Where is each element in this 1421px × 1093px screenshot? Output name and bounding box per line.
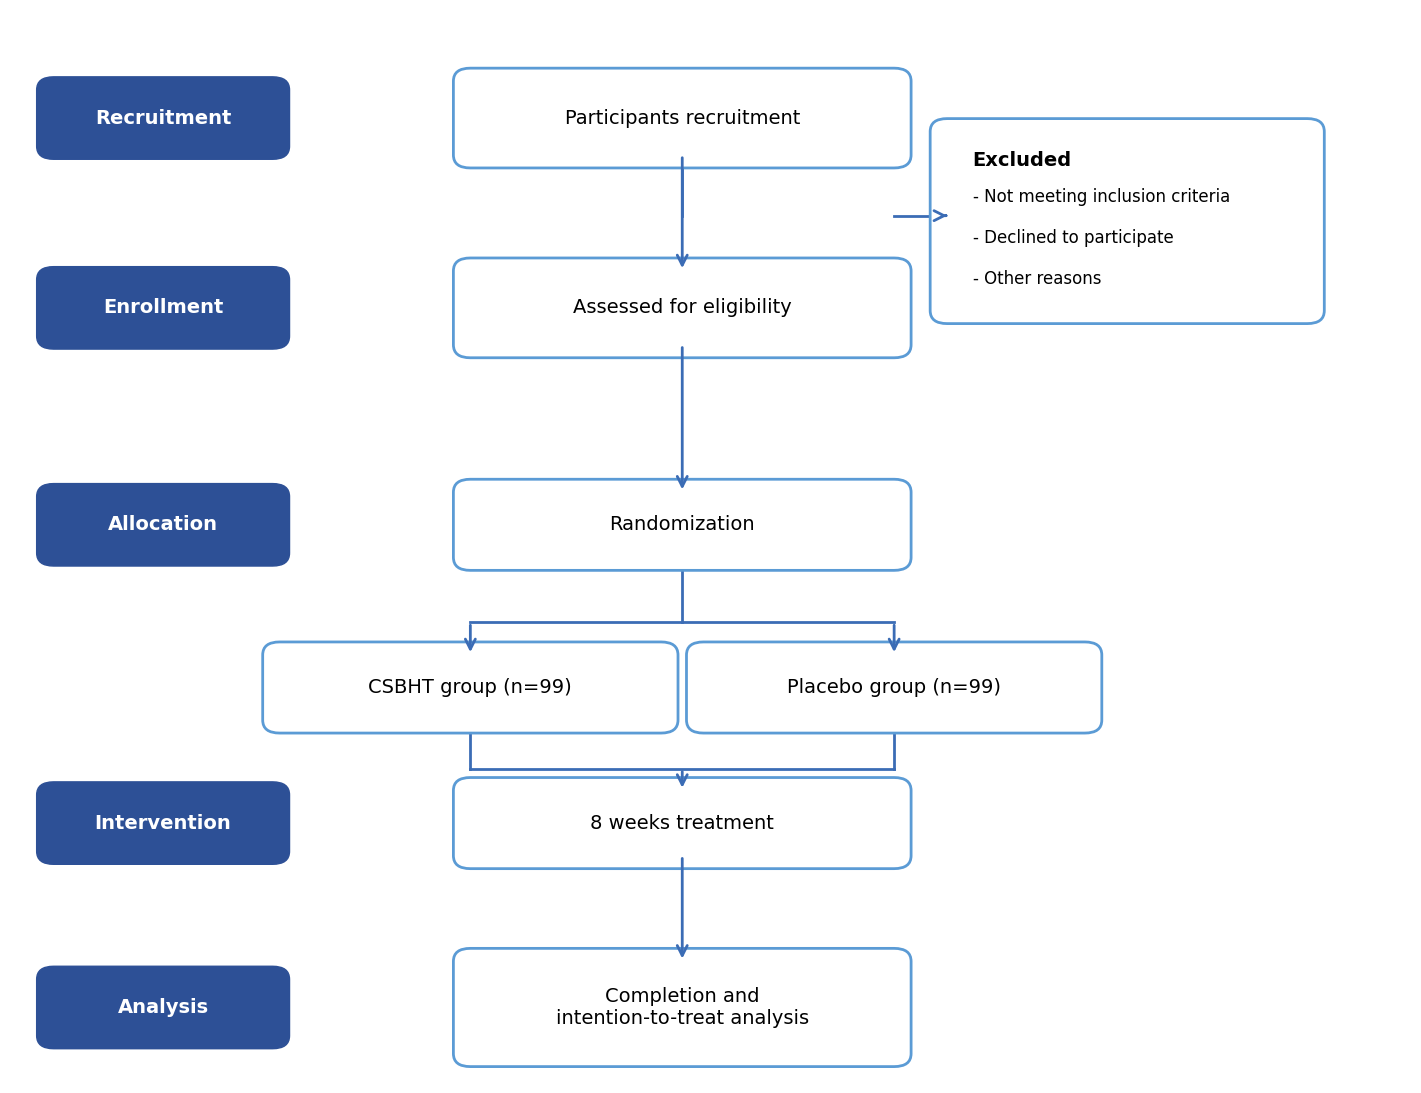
Text: - Other reasons: - Other reasons <box>972 270 1101 289</box>
Text: Randomization: Randomization <box>610 515 755 534</box>
Text: Recruitment: Recruitment <box>95 108 232 128</box>
FancyBboxPatch shape <box>453 949 911 1067</box>
FancyBboxPatch shape <box>37 966 290 1048</box>
Text: Placebo group (n=99): Placebo group (n=99) <box>787 678 1002 697</box>
FancyBboxPatch shape <box>453 479 911 571</box>
FancyBboxPatch shape <box>37 267 290 349</box>
Text: Enrollment: Enrollment <box>102 298 223 317</box>
Text: Assessed for eligibility: Assessed for eligibility <box>573 298 791 317</box>
Text: Analysis: Analysis <box>118 998 209 1016</box>
FancyBboxPatch shape <box>37 77 290 160</box>
Text: Completion and
intention-to-treat analysis: Completion and intention-to-treat analys… <box>556 987 809 1029</box>
Text: Allocation: Allocation <box>108 515 217 534</box>
Text: Excluded: Excluded <box>972 151 1071 171</box>
FancyBboxPatch shape <box>453 68 911 168</box>
FancyBboxPatch shape <box>263 642 678 733</box>
FancyBboxPatch shape <box>453 258 911 357</box>
Text: Participants recruitment: Participants recruitment <box>564 108 800 128</box>
Text: CSBHT group (n=99): CSBHT group (n=99) <box>368 678 573 697</box>
FancyBboxPatch shape <box>686 642 1101 733</box>
FancyBboxPatch shape <box>37 483 290 566</box>
Text: Intervention: Intervention <box>95 813 232 833</box>
Text: - Not meeting inclusion criteria: - Not meeting inclusion criteria <box>972 188 1229 205</box>
FancyBboxPatch shape <box>37 781 290 865</box>
Text: 8 weeks treatment: 8 weeks treatment <box>590 813 774 833</box>
Text: - Declined to participate: - Declined to participate <box>972 230 1174 247</box>
FancyBboxPatch shape <box>453 777 911 869</box>
FancyBboxPatch shape <box>931 119 1324 324</box>
